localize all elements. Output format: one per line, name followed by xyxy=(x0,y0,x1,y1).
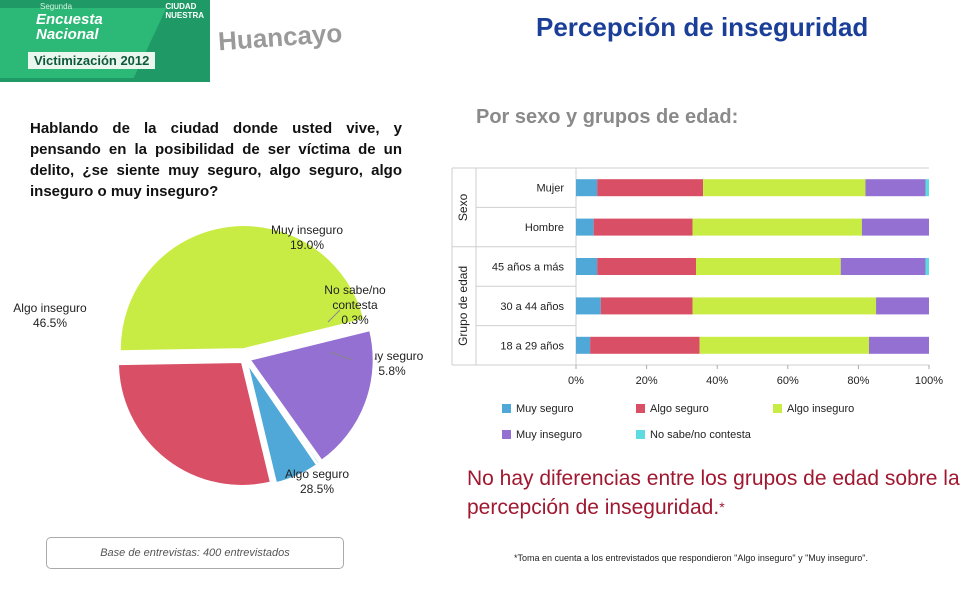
pie-label-line: Algo seguro xyxy=(285,467,349,481)
base-note: Base de entrevistas: 400 entrevistados xyxy=(46,537,344,569)
bar-algo-inseguro-30-a-44-anos xyxy=(692,297,877,315)
bar-muy-inseguro-18-a-29-anos xyxy=(868,336,929,354)
logo-year: Victimización 2012 xyxy=(28,52,156,69)
bar-muy-inseguro-30-a-44-anos xyxy=(876,297,929,315)
bar-algo-inseguro-18-a-29-anos xyxy=(699,336,869,354)
bar-no-sabe-no-contesta-45-anos-a-mas xyxy=(925,258,929,275)
bar-muy-seguro-hombre xyxy=(576,218,594,236)
bar-algo-inseguro-hombre xyxy=(692,218,862,236)
bar-muy-seguro-45-anos-a-mas xyxy=(576,258,598,275)
pie-slice-algo-seguro xyxy=(116,360,273,487)
survey-question: Hablando de la ciudad donde usted vive, … xyxy=(30,120,402,200)
pie-label-algo-seguro: Algo seguro 28.5% xyxy=(285,467,349,496)
bar-algo-seguro-18-a-29-anos xyxy=(590,336,700,354)
leader-line-muy-seguro xyxy=(329,351,353,361)
legend-swatch-algo-seguro xyxy=(636,404,645,413)
bar-muy-inseguro-45-anos-a-mas xyxy=(840,258,926,275)
x-tick-label: 80% xyxy=(847,375,869,387)
bar-muy-seguro-18-a-29-anos xyxy=(576,336,591,354)
bar-algo-inseguro-mujer xyxy=(703,179,866,197)
x-tick-label: 100% xyxy=(915,375,943,387)
bar-chart-subtitle: Por sexo y grupos de edad: xyxy=(476,106,739,128)
pie-label-line: 28.5% xyxy=(300,482,334,496)
category-label-hombre: Hombre xyxy=(525,222,564,234)
survey-logo: Segunda Encuesta Nacional Victimización … xyxy=(0,0,210,82)
pie-label-muy-inseguro: Muy inseguro 19.0% xyxy=(271,223,343,252)
pie-label-line: Muy seguro xyxy=(361,349,424,363)
x-tick-label: 20% xyxy=(636,375,658,387)
legend-label-muy-inseguro: Muy inseguro xyxy=(516,429,582,441)
legend-label-algo-inseguro: Algo inseguro xyxy=(787,403,854,415)
bar-no-sabe-no-contesta-mujer xyxy=(925,179,929,197)
pie-label-no-sabe-no-contesta: No sabe/no contesta 0.3% xyxy=(324,283,386,327)
legend-label-algo-seguro: Algo seguro xyxy=(650,403,709,415)
bar-muy-inseguro-mujer xyxy=(865,179,926,197)
category-label-30-a-44-anos: 30 a 44 años xyxy=(500,301,564,313)
legend-swatch-muy-inseguro xyxy=(502,430,511,439)
brand-line2: NUESTRA xyxy=(165,11,204,20)
pie-label-line: 19.0% xyxy=(290,238,324,252)
legend-label-muy-seguro: Muy seguro xyxy=(516,403,573,415)
pie-label-muy-seguro: Muy seguro 5.8% xyxy=(361,349,424,378)
legend-swatch-algo-inseguro xyxy=(773,404,782,413)
legend-swatch-no-sabe-no-contesta xyxy=(636,430,645,439)
page-title: Percepción de inseguridad xyxy=(536,12,869,42)
legend-label-no-sabe-no-contesta: No sabe/no contesta xyxy=(650,429,752,441)
leader-line-no-sabe xyxy=(327,309,341,323)
group-label-grupo-de-edad: Grupo de edad xyxy=(456,266,470,346)
bar-algo-seguro-45-anos-a-mas xyxy=(597,258,697,275)
conclusion-text: No hay diferencias entre los grupos de e… xyxy=(467,464,977,522)
stacked-bar-chart: Sexo Grupo de edad Mujer Hombre 45 años a má… xyxy=(451,167,943,441)
pie-label-algo-inseguro: Algo inseguro 46.5% xyxy=(13,301,87,330)
bar-muy-inseguro-hombre xyxy=(861,218,929,236)
brand-line1: CIUDAD xyxy=(165,2,197,11)
conclusion-footnote-mark: * xyxy=(719,499,725,515)
category-label-mujer: Mujer xyxy=(536,183,564,195)
footnote: *Toma en cuenta a los entrevistados que … xyxy=(514,553,868,563)
group-label-sexo: Sexo xyxy=(456,193,470,221)
pie-label-line: contesta xyxy=(332,298,378,312)
pie-slice-muy-inseguro xyxy=(248,328,375,463)
pie-slice-algo-inseguro xyxy=(118,224,366,353)
x-tick-label: 0% xyxy=(568,375,584,387)
bar-muy-seguro-30-a-44-anos xyxy=(576,297,601,315)
pie-chart: Muy seguro 5.8% Algo seguro 28.5% Algo inseg… xyxy=(13,223,424,496)
category-label-45-anos-a-mas: 45 años a más xyxy=(492,262,565,274)
bar-algo-seguro-30-a-44-anos xyxy=(600,297,693,315)
city-name: Huancayo xyxy=(217,17,344,57)
category-label-18-a-29-anos: 18 a 29 años xyxy=(500,340,564,352)
x-tick-label: 60% xyxy=(777,375,799,387)
bar-algo-inseguro-45-anos-a-mas xyxy=(696,258,841,275)
legend-swatch-muy-seguro xyxy=(502,404,511,413)
brand-logo: CIUDAD NUESTRA xyxy=(165,2,204,20)
logo-title: Encuesta Nacional xyxy=(36,12,103,42)
pie-slice-no-sabe-no-contesta xyxy=(247,361,322,466)
pie-label-line: 5.8% xyxy=(378,364,406,378)
pie-label-line: 0.3% xyxy=(341,313,369,327)
conclusion-body: No hay diferencias entre los grupos de e… xyxy=(467,467,960,519)
pie-label-line: Muy inseguro xyxy=(271,223,343,237)
logo-title-line2: Nacional xyxy=(36,26,99,43)
bar-muy-seguro-mujer xyxy=(576,179,598,197)
bar-algo-seguro-hombre xyxy=(593,218,693,236)
x-tick-label: 40% xyxy=(706,375,728,387)
logo-title-line1: Encuesta xyxy=(36,11,103,28)
pie-label-line: Algo inseguro xyxy=(13,301,87,315)
logo-small-text: Segunda xyxy=(40,2,73,11)
pie-label-line: 46.5% xyxy=(33,316,67,330)
pie-label-line: No sabe/no xyxy=(324,283,386,297)
bar-algo-seguro-mujer xyxy=(597,179,704,197)
